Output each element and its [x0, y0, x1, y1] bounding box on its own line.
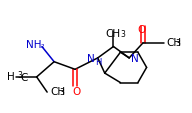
Text: O: O	[138, 25, 146, 35]
Text: H: H	[7, 71, 15, 81]
Text: CH: CH	[50, 86, 65, 96]
Text: 3: 3	[120, 30, 125, 39]
Text: N: N	[87, 53, 95, 63]
Text: H: H	[95, 58, 101, 67]
Text: 3: 3	[60, 87, 65, 96]
Text: C: C	[20, 72, 27, 82]
Text: ₂: ₂	[41, 41, 45, 50]
Text: O: O	[72, 86, 81, 96]
Text: NH: NH	[26, 39, 41, 49]
Text: 3: 3	[176, 39, 180, 47]
Text: CH: CH	[166, 37, 181, 47]
Text: N: N	[131, 53, 139, 63]
Text: CH: CH	[105, 29, 120, 39]
Text: 3: 3	[17, 71, 22, 80]
